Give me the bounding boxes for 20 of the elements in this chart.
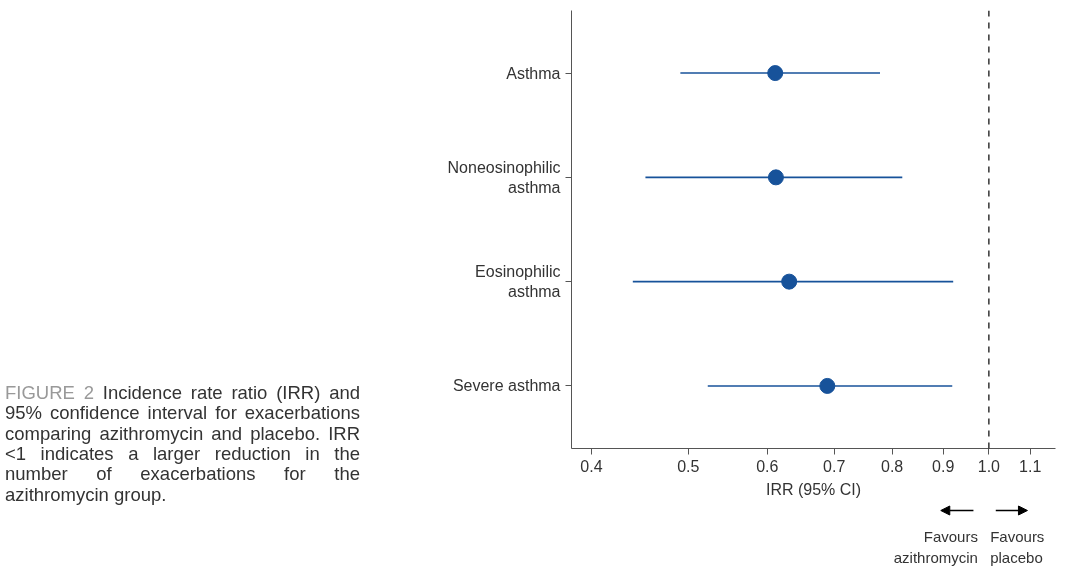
point — [781, 273, 798, 290]
y-tick-label: Severe asthma — [452, 377, 561, 395]
y-tick-label: Eosinophilic asthma — [475, 262, 561, 301]
x-tick-label: 1.1 — [1019, 457, 1042, 475]
text: Favours azithromycin — [893, 528, 978, 567]
point — [767, 169, 784, 186]
x-tick-label: 0.7 — [823, 457, 846, 475]
x-tick-label: 0.4 — [580, 457, 603, 475]
x-tick-label: 0.6 — [756, 457, 779, 475]
x-axis-title: IRR (95% CI) — [765, 480, 862, 498]
y-tick-label: Noneosinophilic asthma — [447, 158, 561, 197]
x-tick-label: 0.8 — [880, 457, 904, 475]
x-tick-label: 0.9 — [932, 457, 955, 475]
x-tick-label: 1.0 — [977, 457, 1001, 475]
text: Favours placebo — [990, 528, 1045, 567]
x-tick-label: 0.5 — [677, 457, 700, 475]
caption: FIGURE 2 Incidence rate ratio (IRR) and 95% confidence interval for exacerbations comparing azithromycin and placebo. IRR <1 indicates a larger reduction in the number of exacerbations for the azithromycin group. — [5, 382, 360, 506]
point — [819, 377, 836, 394]
point — [767, 65, 784, 82]
y-tick-label: Asthma — [506, 64, 561, 82]
